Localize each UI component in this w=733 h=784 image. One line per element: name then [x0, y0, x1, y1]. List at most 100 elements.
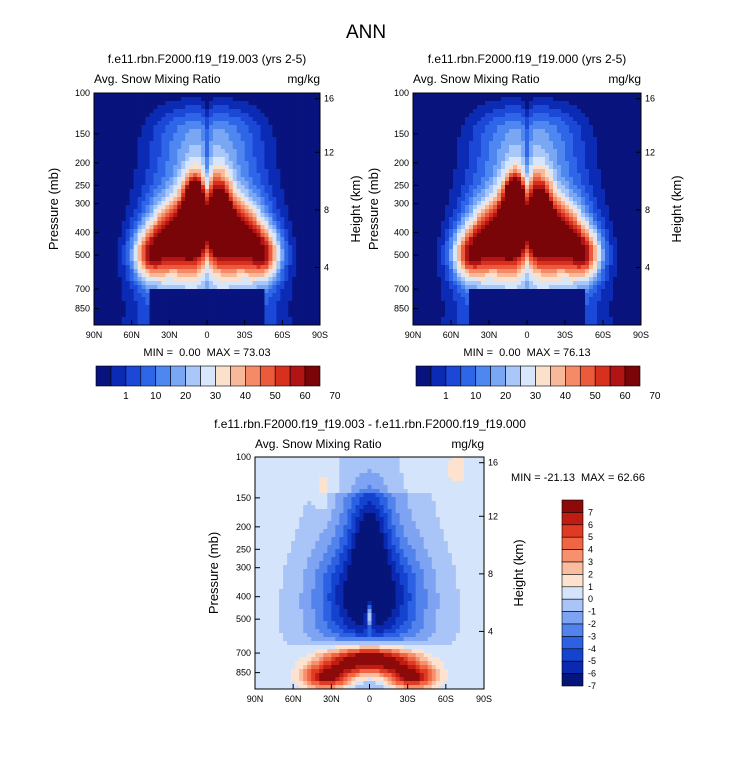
- contour-cell: [473, 189, 478, 194]
- contour-cell: [469, 285, 474, 290]
- contour-cell: [288, 273, 293, 278]
- contour-cell: [485, 181, 490, 186]
- contour-cell: [117, 301, 123, 306]
- contour-cell: [292, 149, 297, 154]
- contour-cell: [521, 97, 526, 102]
- contour-cell: [497, 213, 502, 218]
- contour-cell: [481, 189, 486, 194]
- contour-cell: [256, 93, 262, 98]
- contour-cell: [121, 129, 127, 134]
- contour-cell: [457, 249, 462, 254]
- contour-cell: [173, 257, 178, 262]
- contour-cell: [248, 281, 254, 286]
- contour-cell: [256, 225, 262, 230]
- contour-cell: [236, 241, 242, 246]
- colorbar-box: [155, 365, 171, 387]
- contour-cell: [121, 181, 127, 186]
- contour-cell: [224, 193, 230, 198]
- contour-cell: [212, 301, 218, 306]
- contour-cell: [185, 301, 190, 306]
- contour-cell: [509, 109, 514, 114]
- contour-cell: [94, 117, 99, 122]
- contour-cell: [236, 125, 242, 130]
- contour-cell: [185, 121, 190, 126]
- contour-cell: [268, 209, 274, 214]
- contour-cell: [477, 285, 482, 290]
- figure-title: ANN: [346, 22, 386, 43]
- contour-cell: [224, 305, 230, 310]
- contour-cell: [212, 109, 218, 114]
- contour-cell: [296, 273, 301, 278]
- contour-cell: [417, 97, 422, 102]
- contour-cell: [417, 313, 422, 318]
- contour-cell: [125, 97, 131, 102]
- contour-cell: [109, 265, 115, 270]
- contour-cell: [97, 277, 103, 282]
- contour-cell: [228, 265, 234, 270]
- contour-cell: [165, 117, 170, 122]
- contour-cell: [240, 321, 246, 325]
- contour-cell: [268, 145, 274, 150]
- contour-cell: [129, 125, 135, 130]
- contour-cell: [473, 229, 478, 234]
- contour-cell: [149, 121, 155, 126]
- contour-cell: [308, 305, 313, 310]
- contour-cell: [509, 169, 514, 174]
- contour-cell: [413, 245, 418, 250]
- contour-cell: [141, 293, 147, 298]
- contour-cell: [117, 209, 123, 214]
- contour-cell: [201, 137, 206, 142]
- contour-cell: [268, 97, 274, 102]
- contour-cell: [113, 237, 119, 242]
- contour-cell: [513, 265, 518, 270]
- contour-cell: [197, 197, 202, 202]
- contour-cell: [276, 237, 281, 242]
- contour-cell: [308, 273, 313, 278]
- contour-cell: [429, 261, 434, 266]
- contour-cell: [197, 121, 202, 126]
- contour-cell: [292, 301, 297, 306]
- contour-cell: [481, 293, 486, 298]
- contour-cell: [489, 261, 494, 266]
- contour-cell: [248, 169, 254, 174]
- contour-cell: [232, 109, 238, 114]
- contour-cell: [165, 197, 170, 202]
- contour-cell: [457, 181, 462, 186]
- contour-cell: [109, 173, 115, 178]
- contour-cell: [189, 245, 194, 250]
- contour-cell: [296, 197, 301, 202]
- contour-cell: [425, 309, 430, 314]
- contour-cell: [312, 121, 317, 126]
- contour-cell: [489, 161, 494, 166]
- contour-cell: [185, 305, 190, 310]
- contour-cell: [177, 169, 182, 174]
- contour-cell: [248, 129, 254, 134]
- contour-cell: [421, 133, 426, 138]
- contour-cell: [513, 133, 518, 138]
- contour-cell: [441, 297, 446, 302]
- contour-cell: [240, 213, 246, 218]
- contour-cell: [465, 141, 470, 146]
- contour-cell: [413, 225, 418, 230]
- contour-cell: [292, 265, 297, 270]
- contour-cell: [240, 313, 246, 318]
- contour-cell: [457, 237, 462, 242]
- contour-cell: [149, 245, 155, 250]
- contour-cell: [489, 113, 494, 118]
- contour-cell: [177, 217, 182, 222]
- contour-cell: [101, 289, 107, 294]
- contour-cell: [513, 293, 518, 298]
- contour-cell: [513, 145, 518, 150]
- colorbar-box: [259, 365, 276, 387]
- contour-cell: [94, 105, 99, 110]
- contour-cell: [477, 309, 482, 314]
- contour-cell: [268, 257, 274, 262]
- contour-cell: [121, 225, 127, 230]
- contour-cell: [125, 313, 131, 318]
- contour-cell: [429, 221, 434, 226]
- contour-cell: [252, 241, 258, 246]
- contour-cell: [469, 237, 474, 242]
- contour-cell: [489, 205, 494, 210]
- contour-cell: [197, 293, 202, 298]
- contour-cell: [113, 261, 119, 266]
